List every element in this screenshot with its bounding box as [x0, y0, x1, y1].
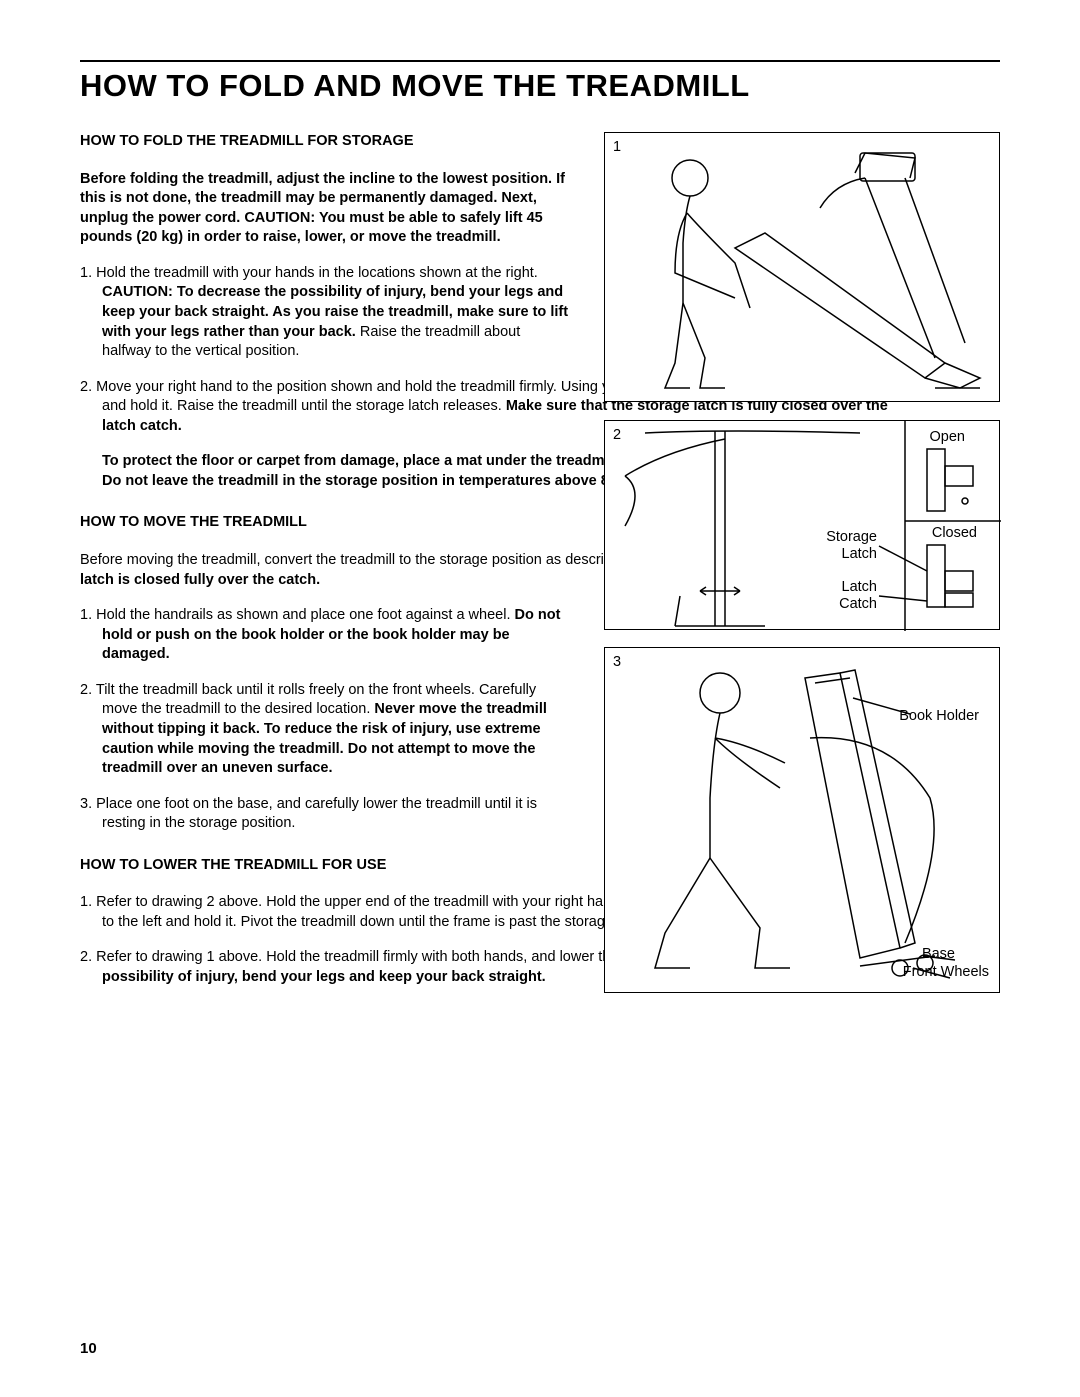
heading-lower: HOW TO LOWER THE TREADMILL FOR USE — [80, 856, 570, 876]
figure-3: 3 Book Holder Base Front Wheels — [604, 647, 1000, 993]
move-step-2: Tilt the treadmill back until it rolls f… — [80, 681, 570, 779]
section-move: HOW TO MOVE THE TREADMILL Before moving … — [80, 513, 570, 833]
figure-3-illustration — [605, 648, 1001, 994]
move-step-1: Hold the handrails as shown and place on… — [80, 606, 570, 665]
figure-2: 2 Open Closed Storage Latch Latch Catch — [604, 420, 1000, 630]
manual-page: HOW TO FOLD AND MOVE THE TREADMILL 1 — [0, 0, 1080, 1397]
move-steps: Hold the handrails as shown and place on… — [80, 606, 570, 834]
label-closed: Closed — [932, 525, 977, 541]
figure-number: 1 — [613, 139, 621, 155]
top-rule — [80, 60, 1000, 62]
fold-step-1: Hold the treadmill with your hands in th… — [80, 264, 570, 362]
move-step-3: Place one foot on the base, and carefull… — [80, 795, 570, 834]
heading-fold: HOW TO FOLD THE TREADMILL FOR STORAGE — [80, 132, 570, 152]
label-book-holder: Book Holder — [899, 708, 979, 724]
section-fold: HOW TO FOLD THE TREADMILL FOR STORAGE Be… — [80, 132, 570, 491]
label-open: Open — [930, 429, 965, 445]
fold-intro: Before folding the treadmill, adjust the… — [80, 170, 570, 248]
label-front-wheels: Front Wheels — [903, 964, 989, 980]
label-latch-catch: Latch Catch — [827, 579, 877, 614]
label-base: Base — [922, 946, 955, 962]
page-title: HOW TO FOLD AND MOVE THE TREADMILL — [80, 68, 1000, 104]
fold-steps: Hold the treadmill with your hands in th… — [80, 264, 570, 492]
figure-number: 3 — [613, 654, 621, 670]
figure-1: 1 — [604, 132, 1000, 402]
heading-move: HOW TO MOVE THE TREADMILL — [80, 513, 570, 533]
page-number: 10 — [80, 1340, 97, 1357]
content-area: 1 — [80, 132, 1000, 988]
label-storage-latch: Storage Latch — [815, 529, 877, 564]
figure-number: 2 — [613, 427, 621, 443]
figure-1-illustration — [605, 133, 1001, 403]
